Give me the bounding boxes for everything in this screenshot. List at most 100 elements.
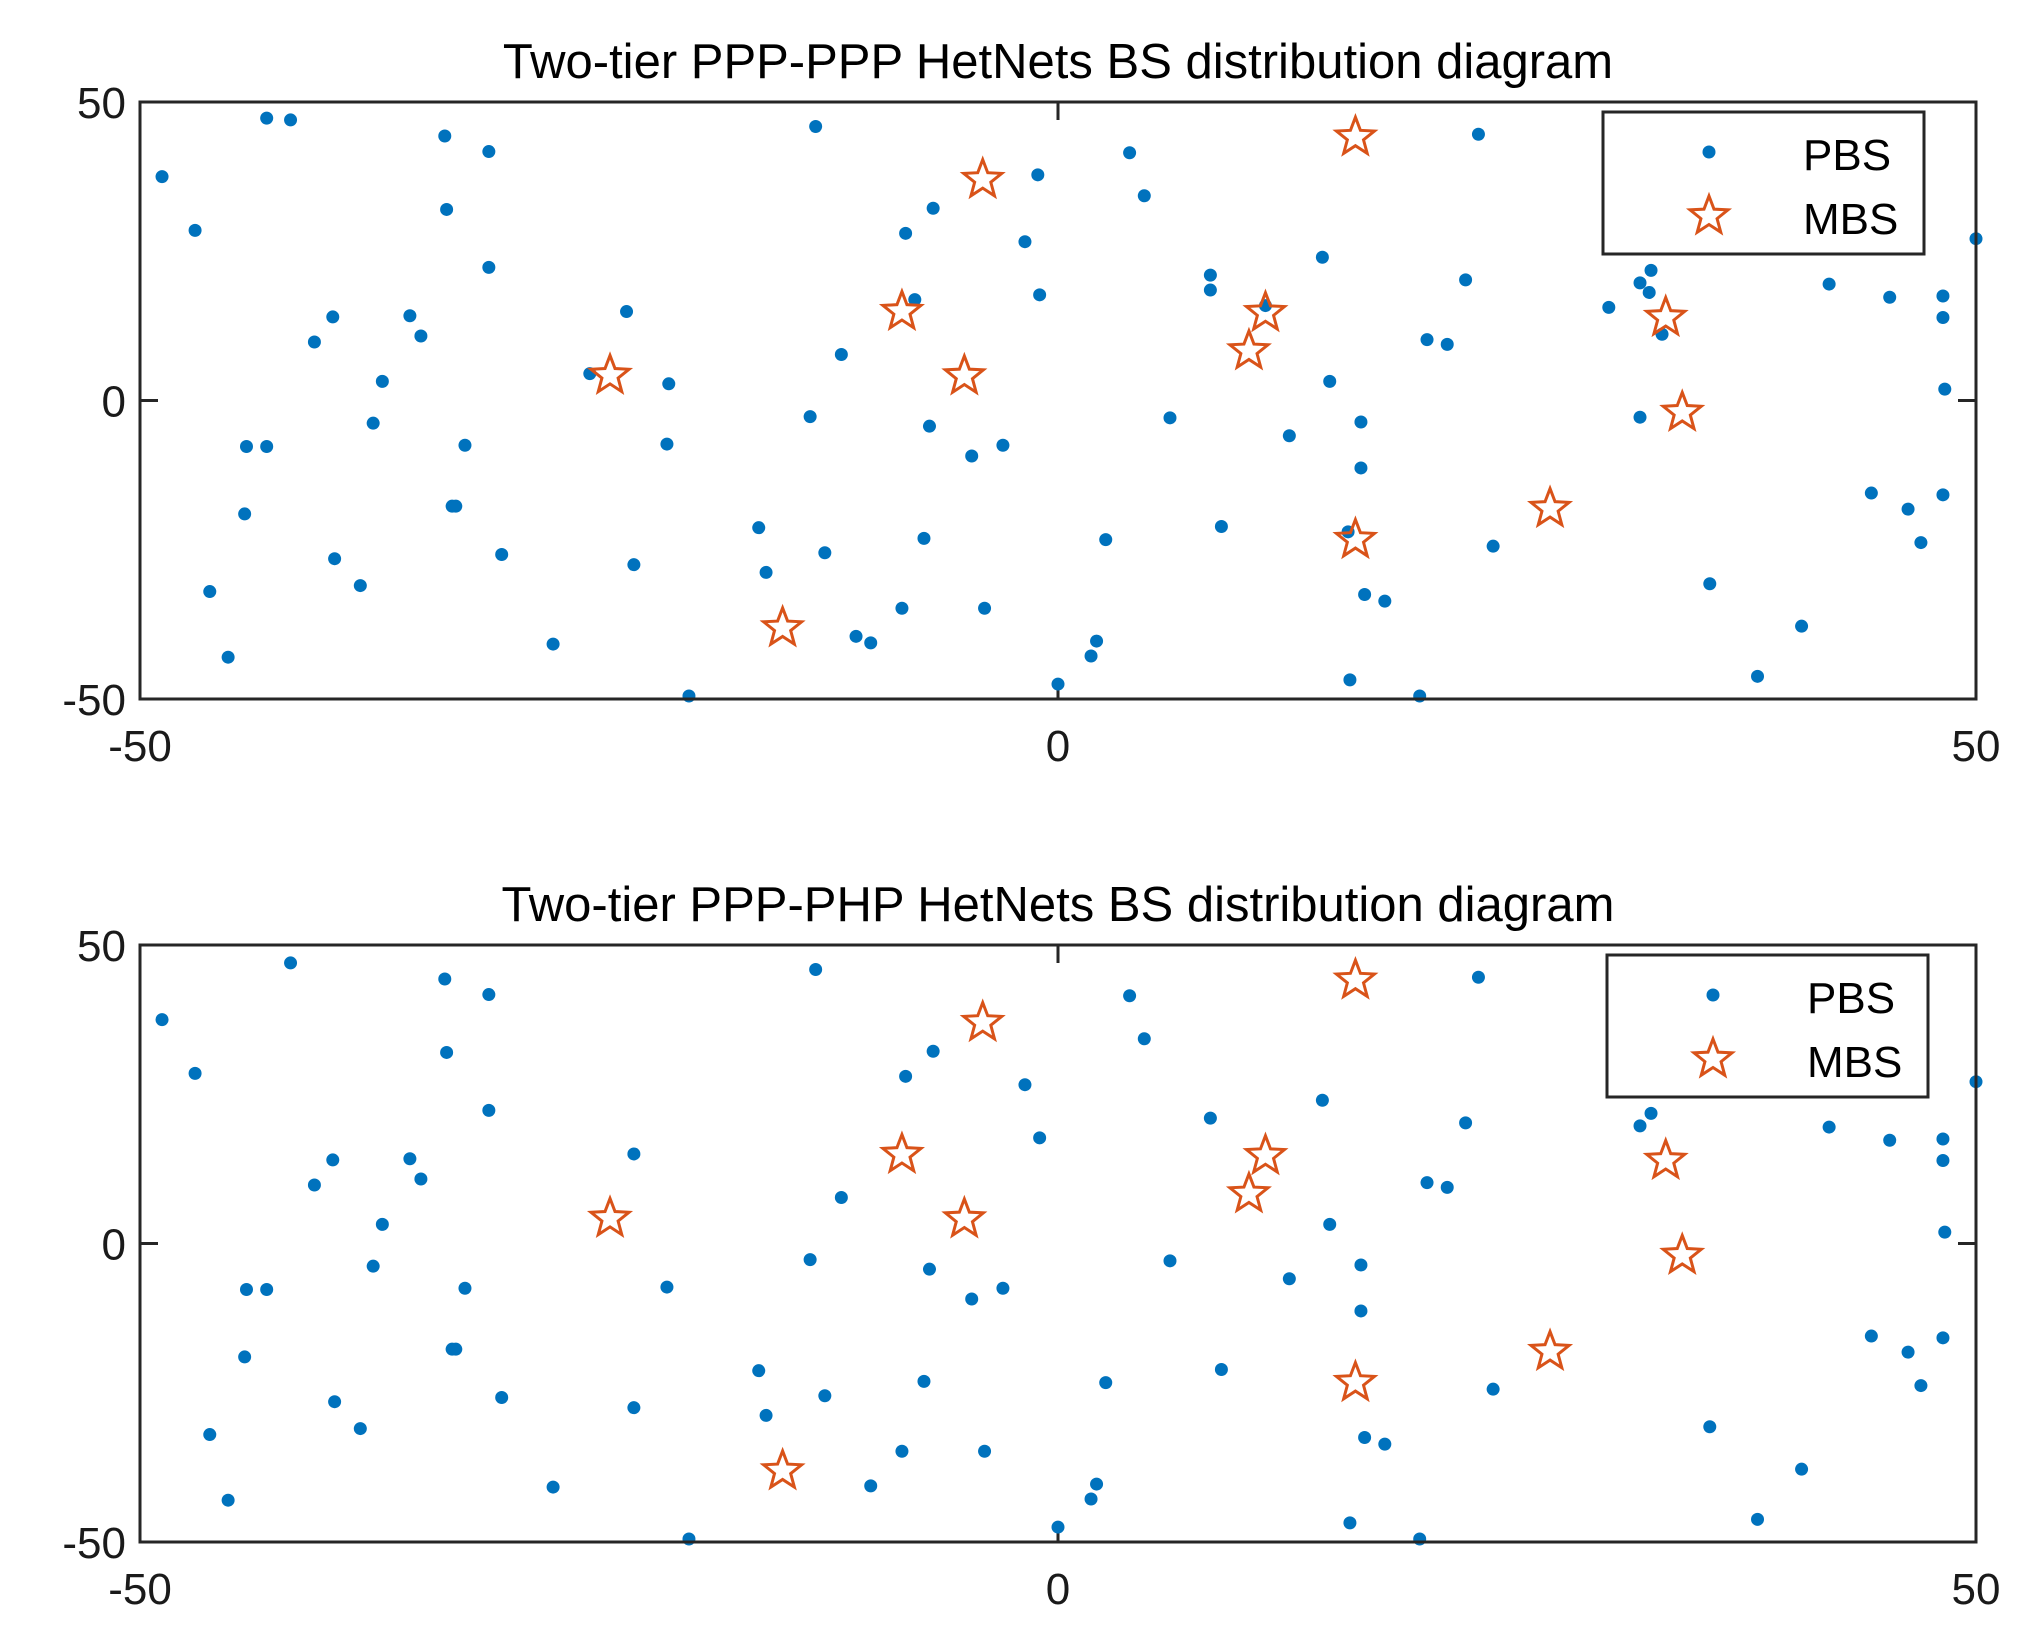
pbs-point [834, 348, 848, 362]
pbs-point [1282, 1272, 1296, 1286]
pbs-point [284, 956, 298, 970]
pbs-point [1936, 1132, 1950, 1146]
mbs-point [878, 287, 925, 332]
pbs-point [1633, 1119, 1647, 1133]
pbs-point [438, 129, 452, 143]
legend-pbs-dot [1706, 988, 1720, 1002]
pbs-point [1203, 1111, 1217, 1125]
pbs-point [864, 636, 878, 650]
pbs-point [996, 438, 1010, 452]
pbs-point [188, 223, 202, 237]
pbs-point [414, 1172, 428, 1186]
pbs-point [978, 601, 992, 615]
pbs-point [1033, 288, 1047, 302]
pbs-point [1883, 290, 1897, 304]
pbs-point [818, 1389, 832, 1403]
pbs-point [1602, 300, 1616, 314]
pbs-point [1163, 1254, 1177, 1268]
pbs-point [1703, 577, 1717, 591]
mbs-point [1332, 1358, 1379, 1403]
plot-area-frame [138, 100, 1978, 701]
pbs-point [803, 410, 817, 424]
y-tick-label: 0 [102, 378, 126, 427]
pbs-point [1795, 1462, 1809, 1476]
mbs-point [1332, 515, 1379, 560]
legend-box [1605, 953, 1930, 1099]
pbs-point [482, 260, 496, 274]
pbs-point [849, 629, 863, 643]
pbs-point [1914, 1379, 1928, 1393]
mbs-point [1242, 288, 1289, 333]
pbs-point [1938, 1225, 1952, 1239]
pbs-point [1358, 588, 1372, 602]
pbs-point [1795, 619, 1809, 633]
y-tick-label: 50 [77, 922, 126, 971]
pbs-point [238, 507, 252, 521]
pbs-point [495, 1391, 509, 1405]
pbs-point [353, 1422, 367, 1436]
pbs-point [834, 1191, 848, 1205]
pbs-point [809, 119, 823, 133]
mbs-point [941, 351, 988, 396]
pbs-point [818, 546, 832, 560]
pbs-point [1378, 1437, 1392, 1451]
mbs-point [1659, 1231, 1706, 1276]
pbs-point [458, 438, 472, 452]
pbs-point [1203, 283, 1217, 297]
pbs-point [965, 449, 979, 463]
legend-box [1601, 110, 1926, 256]
pbs-point [1354, 1258, 1368, 1272]
pbs-point [366, 416, 380, 430]
pbs-point [926, 1044, 940, 1058]
pbs-point [203, 585, 217, 599]
pbs-point [1123, 146, 1137, 160]
pbs-point [440, 1045, 454, 1059]
pbs-point [1315, 250, 1329, 264]
pbs-point [1459, 1116, 1473, 1130]
pbs-point [1864, 1329, 1878, 1343]
pbs-point [482, 988, 496, 1002]
pbs-point [1936, 289, 1950, 303]
tick-layer: -50 0 50 50 0 -50 [62, 79, 2000, 771]
pbs-point [239, 1282, 253, 1296]
pbs-point [752, 1364, 766, 1378]
pbs-point [203, 1428, 217, 1442]
legend-pbs-dot [1702, 145, 1716, 159]
pbs-point [449, 499, 463, 513]
pbs-point [326, 1153, 340, 1167]
pbs-point [864, 1479, 878, 1493]
pbs-point [803, 1253, 817, 1267]
pbs-point [1938, 382, 1952, 396]
pbs-point [403, 1152, 417, 1166]
mbs-point [1225, 1169, 1272, 1214]
pbs-point [1354, 1304, 1368, 1318]
legend-mbs-star [1685, 191, 1733, 236]
mbs-point [1527, 1327, 1574, 1372]
pbs-point [1137, 189, 1151, 203]
legend-pbs-marker [1702, 145, 1716, 159]
pbs-point [922, 419, 936, 433]
mbs-point [1659, 388, 1706, 433]
pbs-point [996, 1281, 1010, 1295]
legend-pbs-label: PBS [1803, 131, 1891, 180]
pbs-point [328, 552, 342, 566]
pbs-point [759, 565, 773, 579]
pbs-point [260, 439, 274, 453]
pbs-point [1471, 127, 1485, 141]
pbs-point [1642, 285, 1656, 299]
pbs-point [978, 1444, 992, 1458]
mbs-point [1642, 293, 1689, 338]
top-scatter-panel: Two-tier PPP-PPP HetNets BS distribution… [62, 35, 2000, 771]
pbs-point [307, 335, 321, 349]
pbs-point [1084, 649, 1098, 663]
pbs-point [627, 1147, 641, 1161]
pbs-point [1084, 1492, 1098, 1506]
pbs-point [809, 962, 823, 976]
pbs-point [759, 1408, 773, 1422]
pbs-point [660, 437, 674, 451]
pbs-point [1822, 1120, 1836, 1134]
pbs-point [1901, 1345, 1915, 1359]
x-tick-label: -50 [108, 722, 172, 771]
legend-mbs-marker [1689, 1034, 1737, 1079]
